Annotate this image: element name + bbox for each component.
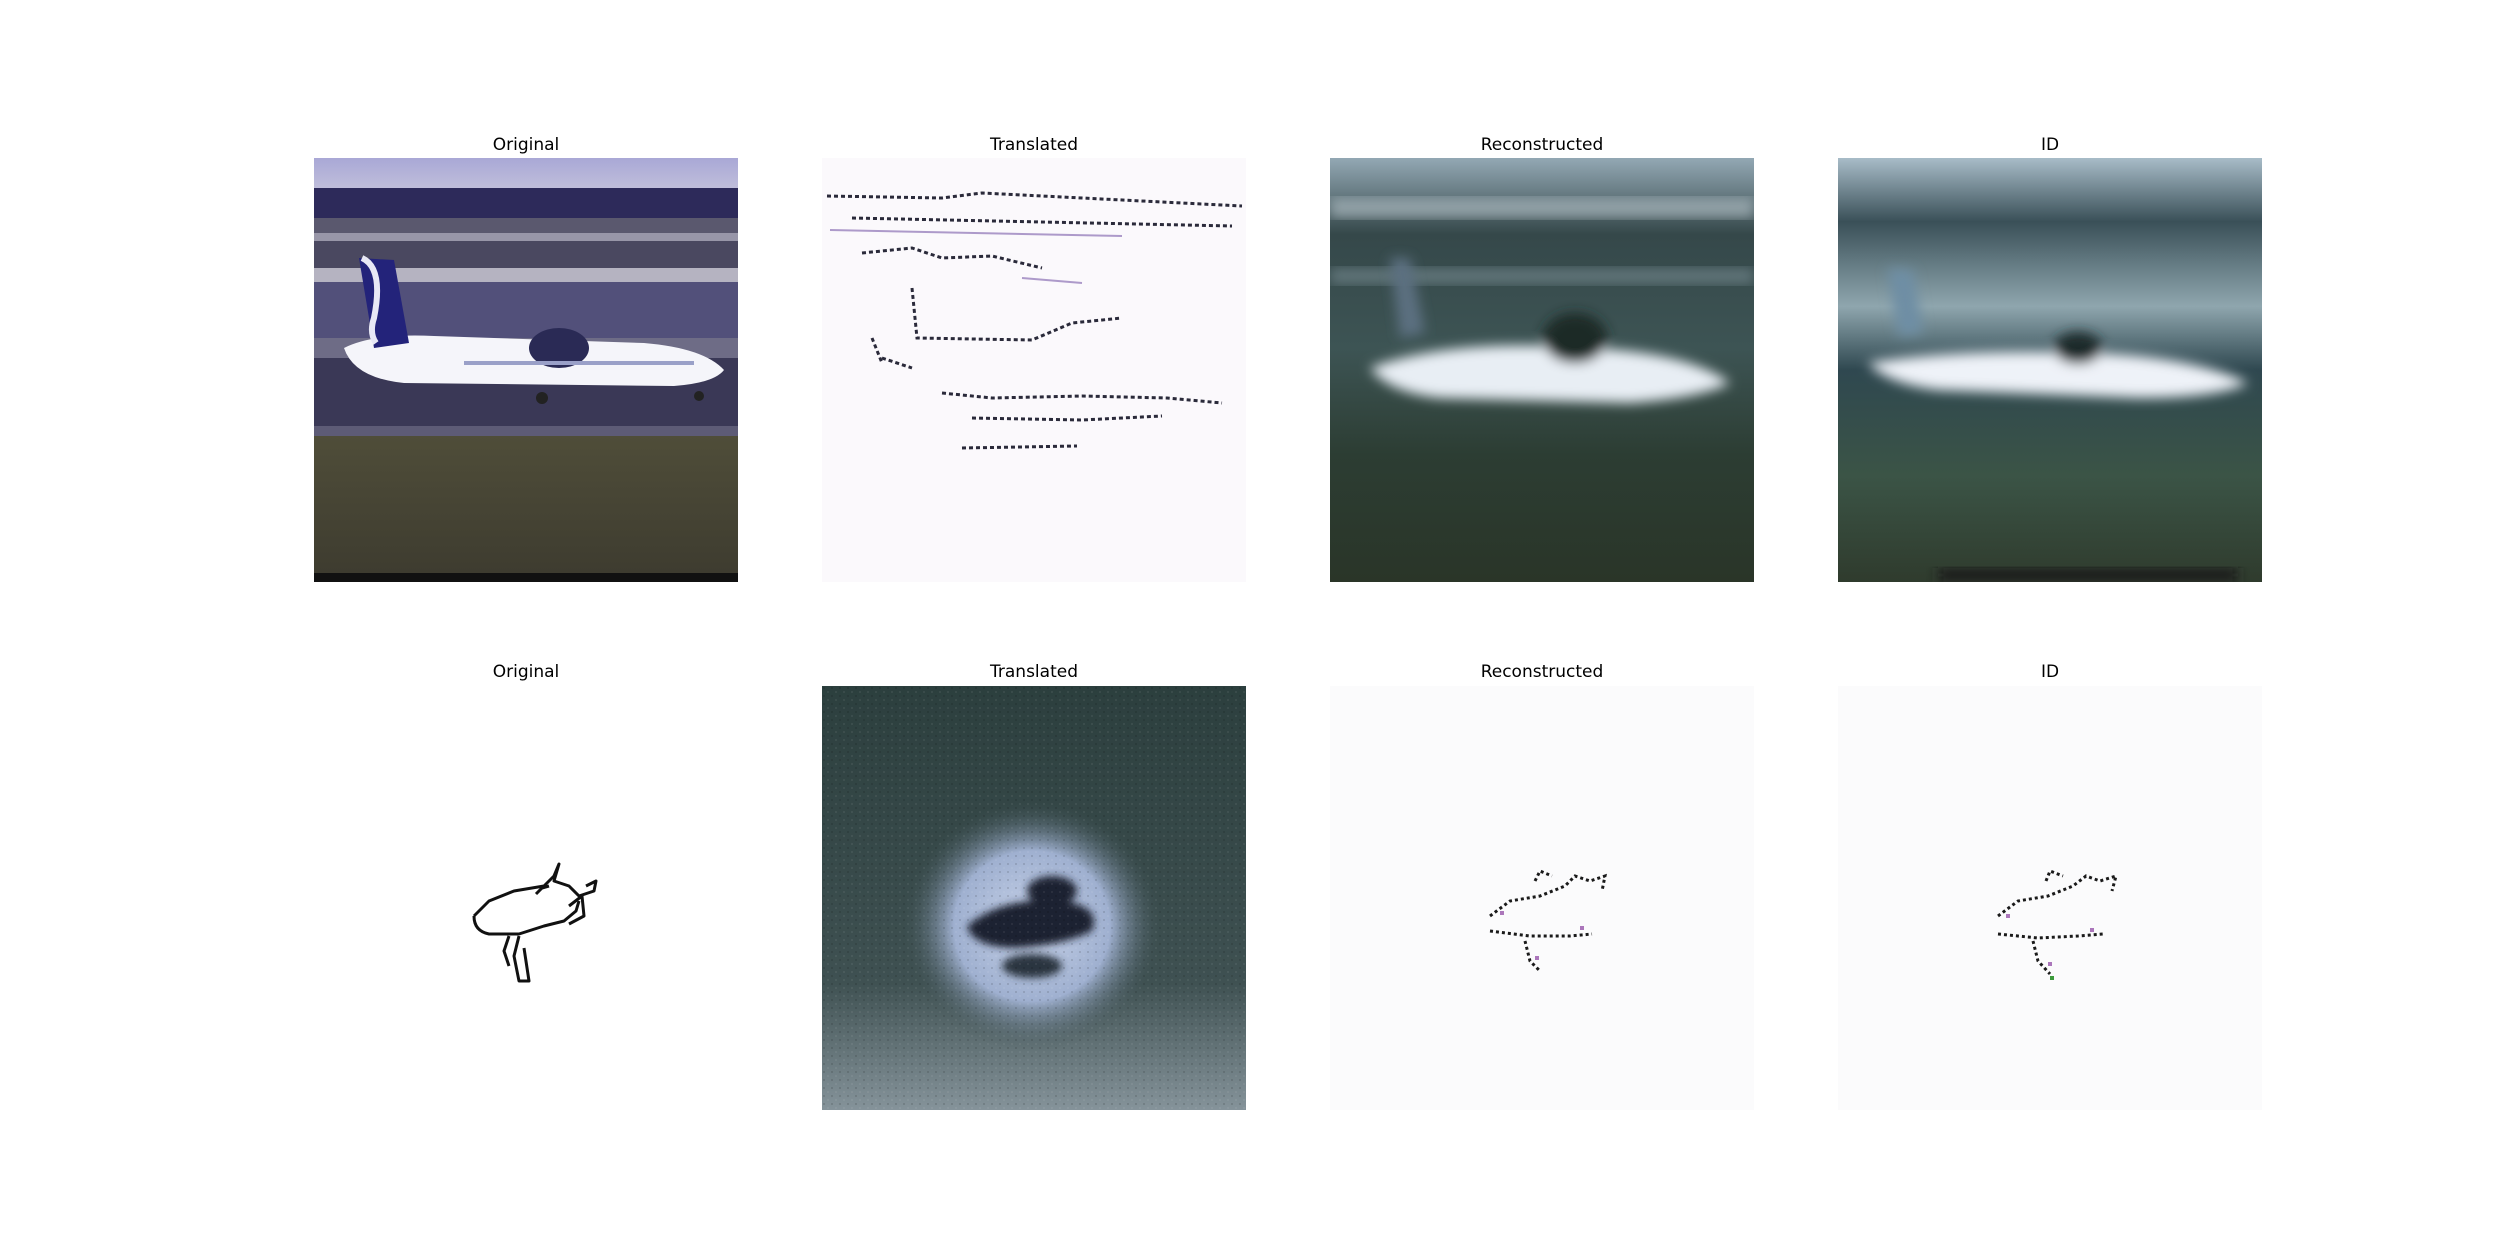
panel-title-original-row1: Original (492, 135, 560, 155)
reconstructed-sketch-image-row2 (1330, 686, 1754, 1110)
panel-title-id-row2: ID (2040, 662, 2060, 682)
id-airplane-image-row1 (1838, 158, 2262, 582)
panel-title-reconstructed-row1: Reconstructed (1480, 135, 1604, 155)
panel-title-id-row1: ID (2040, 135, 2060, 155)
translated-sketch-image-row1 (822, 158, 1246, 582)
reconstructed-airplane-image-row1 (1330, 158, 1754, 582)
translated-photo-image-row2 (822, 686, 1246, 1110)
panel-title-translated-row1: Translated (990, 135, 1078, 155)
original-photo-airplane-image (314, 158, 738, 582)
original-sketch-airplane-image (314, 686, 738, 1110)
panel-title-reconstructed-row2: Reconstructed (1480, 662, 1604, 682)
panel-title-translated-row2: Translated (990, 662, 1078, 682)
panel-title-original-row2: Original (492, 662, 560, 682)
id-sketch-image-row2 (1838, 686, 2262, 1110)
